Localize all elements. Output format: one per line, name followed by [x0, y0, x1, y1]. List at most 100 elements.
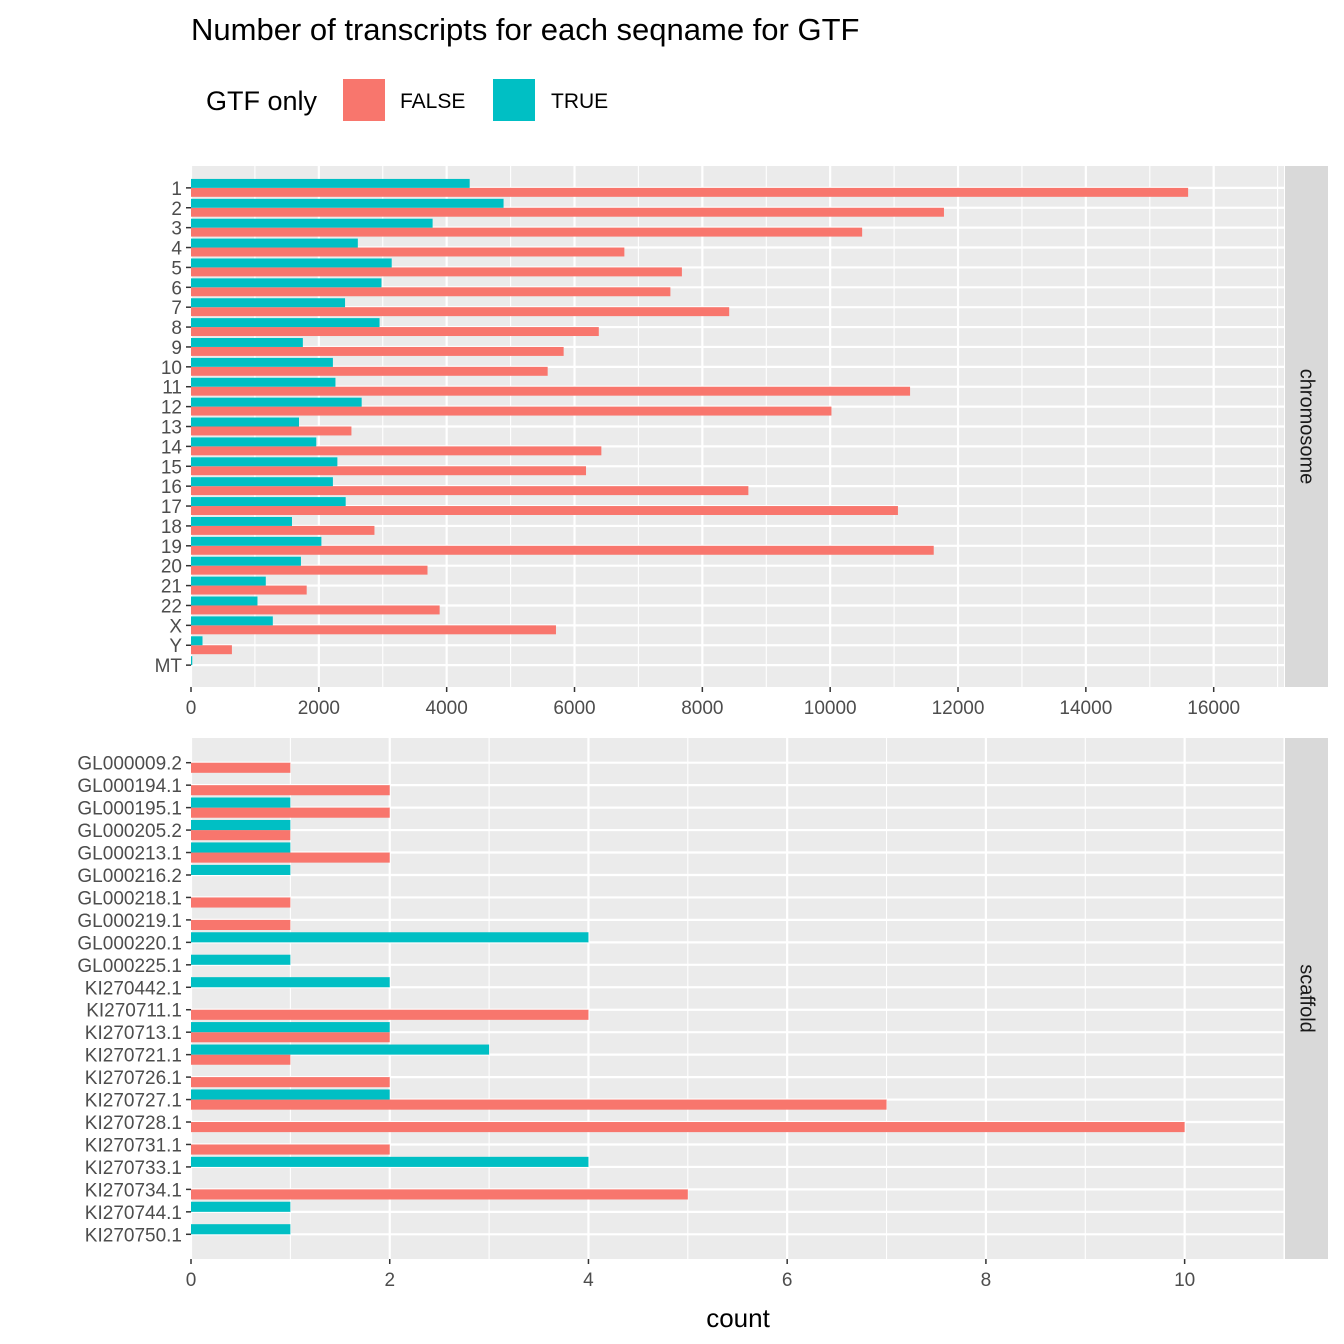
bar-true [191, 576, 266, 586]
bar-true [191, 1156, 589, 1167]
y-tick-label: GL000218.1 [77, 888, 182, 909]
x-tick-label: 2000 [298, 698, 340, 719]
x-tick-label: 0 [186, 698, 197, 719]
bar-true [191, 516, 292, 526]
y-tick-label: 4 [171, 239, 182, 260]
bar-false [191, 267, 682, 277]
x-tick-label: 4000 [426, 698, 468, 719]
bar-true [191, 238, 358, 248]
y-tick-label: KI270727.1 [85, 1091, 182, 1112]
y-tick-label: 9 [171, 338, 182, 359]
legend-label-true: TRUE [551, 90, 608, 113]
bar-false [191, 366, 548, 376]
facet-strip [1285, 738, 1328, 1259]
y-tick-label: MT [155, 656, 183, 677]
legend: GTF only FALSE TRUE [206, 79, 608, 121]
bar-true [191, 864, 291, 875]
bar-true [191, 656, 193, 666]
facet-panel-chromosome: 12345678910111213141516171819202122XYMT0… [155, 166, 1328, 719]
bar-true [191, 377, 336, 387]
bar-true [191, 536, 322, 546]
bar-false [191, 207, 944, 217]
y-tick-label: 7 [171, 298, 182, 319]
legend-key-false [343, 79, 385, 121]
facet-strip-label: chromosome [1296, 369, 1318, 485]
bar-true [191, 218, 433, 228]
bar-true [191, 596, 258, 606]
facet-strip [1285, 166, 1328, 687]
bar-false [191, 307, 730, 317]
y-tick-label: KI270711.1 [86, 1001, 182, 1022]
y-tick-label: 3 [171, 219, 182, 240]
y-tick-label: 10 [161, 358, 182, 379]
bar-false [191, 227, 863, 237]
bar-true [191, 258, 392, 268]
bar-true [191, 819, 291, 831]
x-tick-label: 8000 [681, 698, 723, 719]
bar-true [191, 198, 504, 208]
bar-false [191, 605, 440, 615]
bar-false [191, 585, 307, 595]
bar-false [191, 386, 911, 396]
bar-false [191, 762, 291, 773]
bar-true [191, 178, 470, 188]
bar-true [191, 977, 390, 988]
bar-false [191, 1189, 688, 1200]
y-tick-label: KI270744.1 [85, 1203, 182, 1224]
x-tick-label: 10000 [804, 698, 857, 719]
y-tick-label: 11 [162, 378, 182, 399]
bar-true [191, 1044, 490, 1055]
bar-true [191, 397, 362, 407]
bar-false [191, 565, 428, 575]
bar-false [191, 1099, 887, 1110]
bar-false [191, 1054, 291, 1065]
y-tick-label: X [169, 616, 182, 637]
y-tick-label: 20 [161, 557, 182, 578]
bar-false [191, 785, 390, 796]
y-tick-label: GL000195.1 [77, 799, 182, 820]
bar-true [191, 278, 382, 288]
y-tick-label: 19 [161, 537, 182, 558]
x-tick-label: 16000 [1187, 698, 1240, 719]
bar-false [191, 1009, 589, 1020]
bar-false [191, 1144, 390, 1155]
bar-false [191, 466, 587, 476]
y-tick-label: 22 [161, 596, 182, 617]
y-tick-label: GL000219.1 [77, 911, 182, 932]
panel-background [191, 738, 1284, 1259]
y-tick-label: 6 [171, 278, 182, 299]
y-tick-label: GL000213.1 [77, 844, 182, 865]
x-tick-label: 0 [186, 1270, 197, 1291]
facet-panel-scaffold: GL000009.2GL000194.1GL000195.1GL000205.2… [77, 738, 1328, 1291]
bar-false [191, 807, 390, 818]
y-tick-label: KI270726.1 [85, 1068, 182, 1089]
bar-false [191, 1032, 390, 1043]
y-tick-label: GL000205.2 [77, 821, 182, 842]
legend-label-false: FALSE [400, 90, 465, 113]
x-tick-label: 14000 [1059, 698, 1112, 719]
y-tick-label: 17 [161, 497, 182, 518]
bar-false [191, 1077, 390, 1088]
bar-false [191, 346, 564, 356]
facet-strip-label: scaffold [1296, 964, 1318, 1033]
legend-key-true [493, 79, 535, 121]
bar-true [191, 954, 291, 965]
x-axis-title: count [706, 1303, 770, 1333]
y-tick-label: Y [169, 636, 182, 657]
y-tick-label: KI270733.1 [85, 1158, 182, 1179]
y-tick-label: GL000194.1 [77, 776, 182, 797]
bar-false [191, 830, 291, 841]
x-tick-label: 6000 [553, 698, 595, 719]
bar-true [191, 797, 291, 808]
y-tick-label: GL000220.1 [77, 933, 182, 954]
y-tick-label: KI270750.1 [85, 1225, 182, 1246]
x-tick-label: 4 [583, 1270, 594, 1291]
bar-true [191, 457, 338, 467]
bar-false [191, 446, 602, 456]
facet-panels: 12345678910111213141516171819202122XYMT0… [77, 166, 1328, 1291]
bar-false [191, 486, 749, 496]
y-tick-label: 15 [161, 457, 182, 478]
bar-false [191, 426, 352, 436]
bar-false [191, 287, 671, 297]
x-tick-label: 12000 [932, 698, 985, 719]
